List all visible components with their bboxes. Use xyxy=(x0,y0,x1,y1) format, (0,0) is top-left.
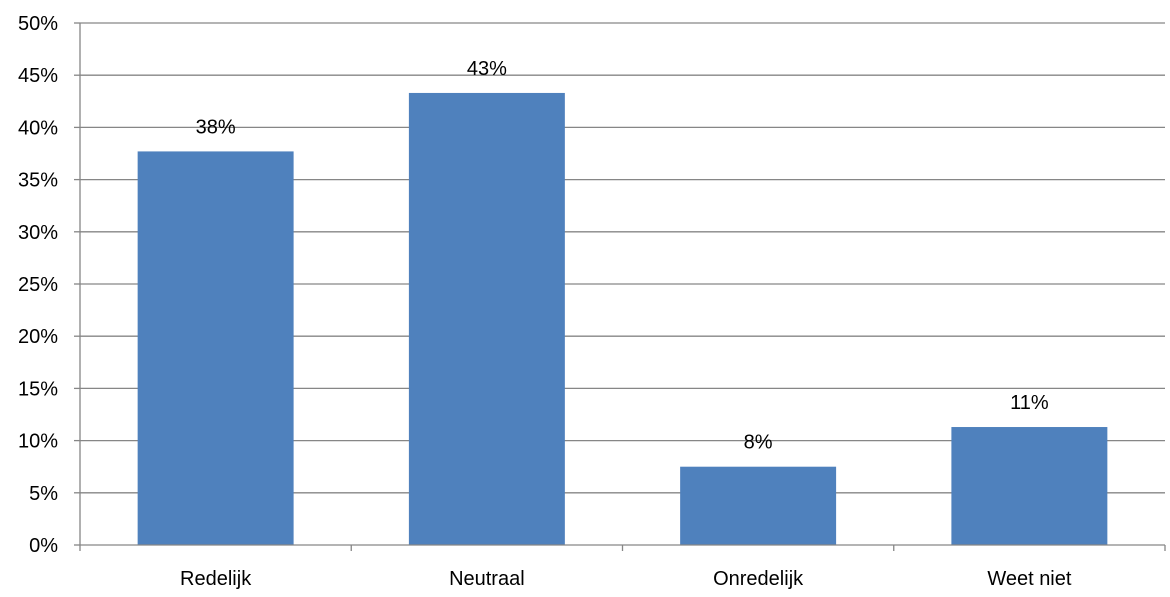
bar-redelijk xyxy=(137,151,294,546)
bar-weet-niet xyxy=(951,427,1108,545)
bars xyxy=(137,92,1108,546)
data-label: 8% xyxy=(744,432,773,454)
data-label: 11% xyxy=(1010,392,1049,414)
y-tick-label: 30% xyxy=(18,222,58,244)
y-tick-label: 25% xyxy=(18,274,58,296)
y-tick-label: 0% xyxy=(29,535,58,557)
x-category-label: Redelijk xyxy=(180,568,252,590)
x-category-label: Neutraal xyxy=(449,568,525,590)
y-tick-label: 45% xyxy=(18,65,58,87)
data-label: 43% xyxy=(467,58,507,80)
labels: 0% 5% 10% 15% 20% 25% 30% 35% 40% 45% 50% 38% Redeli… xyxy=(18,13,1072,590)
bar-neutraal xyxy=(408,92,565,545)
y-tick-label: 40% xyxy=(18,117,58,139)
y-tick-label: 50% xyxy=(18,13,58,35)
bar-onredelijk xyxy=(680,466,837,545)
axes xyxy=(74,22,1166,551)
x-category-label: Weet niet xyxy=(987,568,1072,590)
y-tick-label: 5% xyxy=(29,483,58,505)
y-tick-label: 20% xyxy=(18,326,58,348)
data-label: 38% xyxy=(196,116,236,138)
y-tick-label: 10% xyxy=(18,431,58,453)
y-tick-label: 15% xyxy=(18,378,58,400)
x-category-label: Onredelijk xyxy=(713,568,804,590)
y-tick-label: 35% xyxy=(18,170,58,192)
